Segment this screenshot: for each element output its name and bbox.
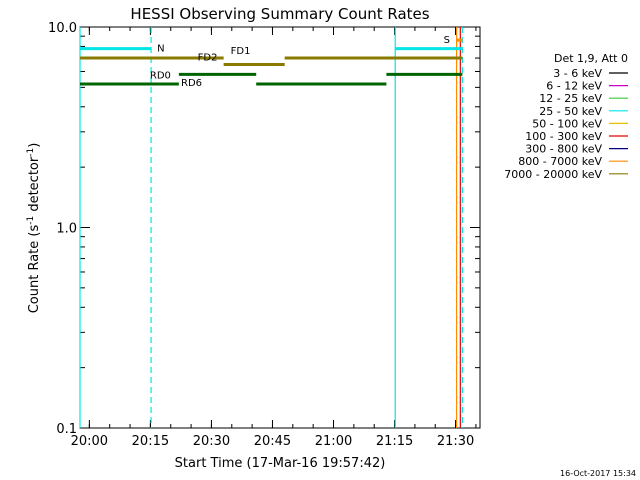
x-tick-label: 20:00 [71,434,108,449]
legend-entry-label: 6 - 12 keV [546,80,602,93]
y-axis-label: Count Rate (s-1 detector-1) [26,143,42,314]
chart-title: HESSI Observing Summary Count Rates [130,5,429,23]
x-axis-label: Start Time (17-Mar-16 19:57:42) [175,456,386,471]
y-label-end: ) [27,143,42,148]
flag-label: S [444,35,450,46]
plot-frame [79,26,481,429]
y-label-main: Count Rate (s [27,225,42,314]
flag-label: FD2 [198,53,218,64]
y-label-sup2: -1 [26,148,36,157]
x-tick-label: 21:30 [437,434,474,449]
y-label-mid: detector [27,156,42,216]
flag-label: RD6 [181,78,202,89]
legend-entry-label: 300 - 800 keV [525,143,602,156]
legend-title: Det 1,9, Att 0 [554,52,628,65]
y-label-sup1: -1 [26,216,36,225]
x-tick-label: 20:15 [132,434,169,449]
legend-entry-label: 25 - 50 keV [539,105,602,118]
legend-entry-label: 100 - 300 keV [525,130,602,143]
x-tick-label: 21:00 [315,434,352,449]
y-tick-label: 10.0 [48,21,77,36]
legend-entry-label: 800 - 7000 keV [518,155,602,168]
flag-label: N [157,44,164,55]
legend-entry-label: 7000 - 20000 keV [504,168,602,181]
timestamp: 16-Oct-2017 15:34 [560,469,636,478]
flag-label: RD0 [150,70,171,81]
y-tick-label: 1.0 [56,222,77,237]
plot-area: 20:00 20:15 20:30 20:45 21:00 21:15 21:30 0.1 1.… [48,21,481,449]
x-tick-label: 20:45 [254,434,291,449]
x-tick-label: 20:30 [193,434,230,449]
flag-label: FD1 [231,46,251,57]
legend-entry-label: 50 - 100 keV [532,117,602,130]
legend-entry-label: 3 - 6 keV [553,67,602,80]
y-tick-label: 0.1 [56,422,77,437]
x-tick-label: 21:15 [376,434,413,449]
legend-entry-label: 12 - 25 keV [539,92,602,105]
